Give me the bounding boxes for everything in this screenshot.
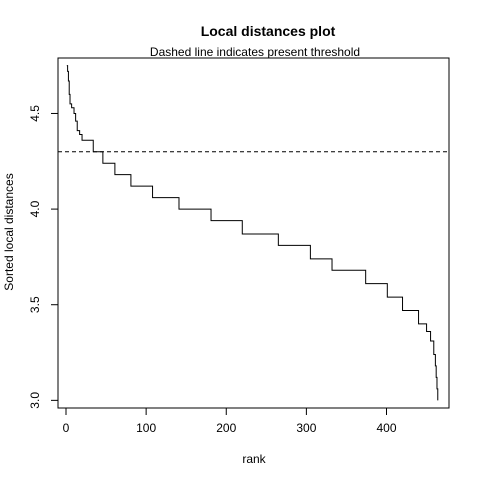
y-axis-label: Sorted local distances <box>2 173 16 290</box>
x-tick-label: 200 <box>216 421 236 435</box>
y-tick-label: 3.0 <box>28 392 42 409</box>
x-tick-label: 300 <box>296 421 316 435</box>
chart-subtitle: Dashed line indicates present threshold <box>150 45 360 59</box>
y-tick-label: 4.0 <box>28 200 42 217</box>
x-tick-label: 100 <box>136 421 156 435</box>
x-axis: 0 100 200 300 400 <box>63 407 397 435</box>
chart-title: Local distances plot <box>201 23 336 39</box>
series-line-sorted-distances <box>66 65 439 401</box>
x-tick-label: 400 <box>376 421 396 435</box>
x-tick-label: 0 <box>63 421 70 435</box>
x-axis-label: rank <box>242 452 266 466</box>
plot-frame <box>57 57 450 409</box>
y-tick-label: 4.5 <box>28 105 42 122</box>
y-axis: 3.0 3.5 4.0 4.5 <box>28 105 59 409</box>
y-tick-label: 3.5 <box>28 296 42 313</box>
